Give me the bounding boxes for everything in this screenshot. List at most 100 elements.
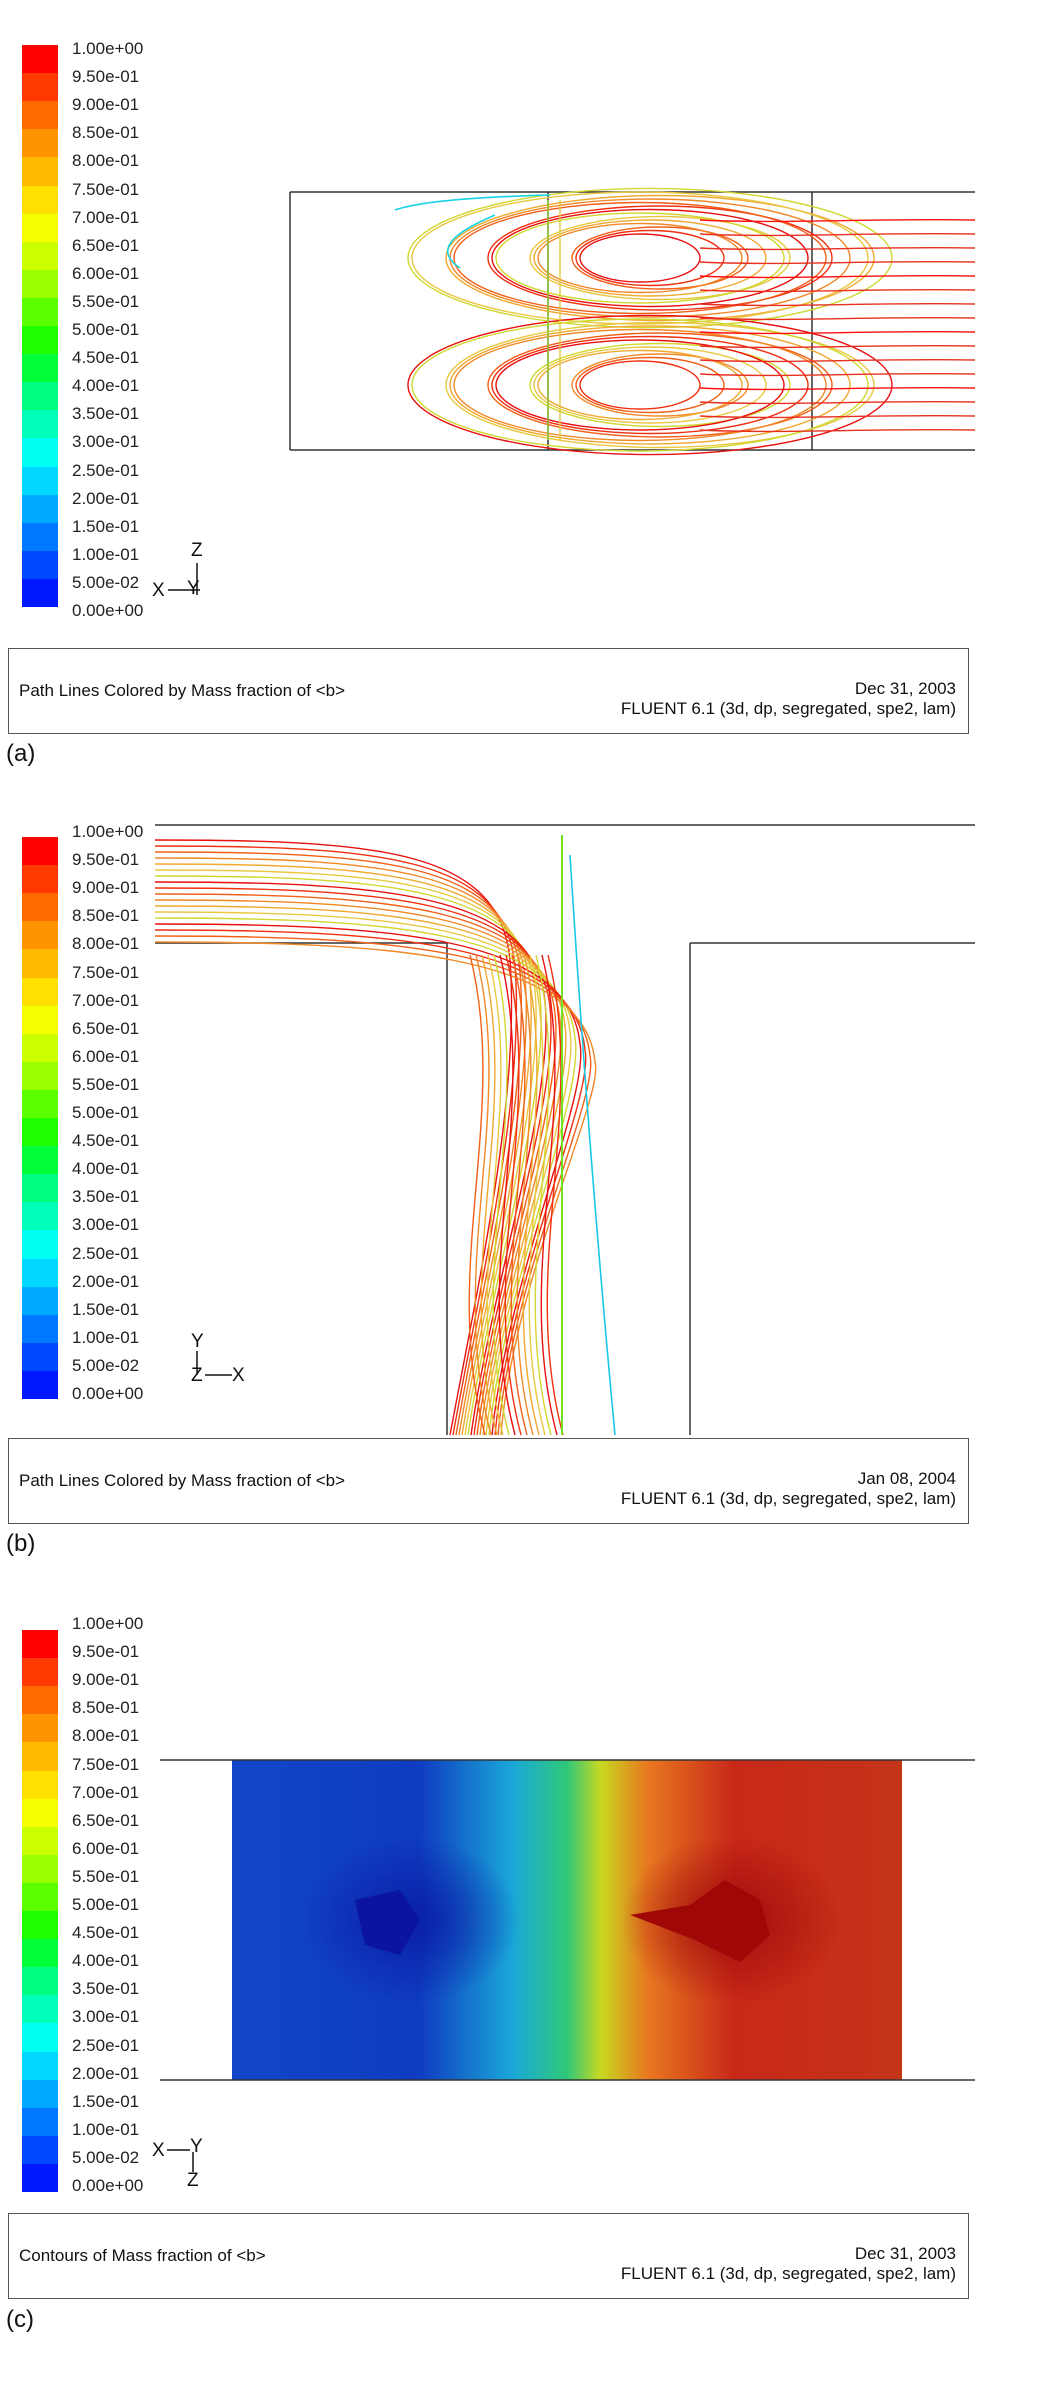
- pathline: [445, 321, 875, 449]
- pathline: [486, 954, 504, 1436]
- axis-z-label: Z: [191, 540, 203, 561]
- colorbar-segment: [22, 213, 58, 243]
- caption-version: FLUENT 6.1 (3d, dp, segregated, spe2, la…: [620, 1489, 956, 1508]
- axis-x-label: X: [232, 1365, 245, 1386]
- pathline: [546, 954, 564, 1436]
- colorbar-segment: [22, 1967, 58, 1996]
- colorbar-segment: [22, 1342, 58, 1372]
- pathline: [453, 328, 827, 442]
- panel-label: (c): [6, 2306, 34, 2333]
- colorbar-segment: [22, 241, 58, 271]
- caption-box: Path Lines Colored by Mass fraction of <…: [8, 1438, 969, 1524]
- colorbar-segment: [22, 1770, 58, 1800]
- pathline: [492, 954, 510, 1436]
- pathline: [504, 954, 522, 1436]
- pathline: [699, 372, 976, 377]
- pathline: [487, 332, 833, 438]
- colorbar-segment: [22, 382, 58, 411]
- pathline: [533, 346, 767, 424]
- pathline: [154, 857, 528, 1436]
- pathline: [407, 187, 893, 329]
- colorbar-segment: [22, 1061, 58, 1091]
- colorbar-segment: [22, 522, 58, 552]
- colorbar-segment: [22, 1911, 58, 1940]
- colorbar-tick-label: 8.50e-01: [72, 1698, 140, 1718]
- colorbar-tick-label: 0.00e+00: [72, 601, 144, 620]
- pathline: [516, 954, 534, 1436]
- colorbar-segment: [22, 1854, 58, 1884]
- colorbar-tick-label: 9.50e-01: [72, 850, 140, 870]
- axis-y-label: Y: [190, 2136, 203, 2157]
- colorbar-tick-label: 1.00e+00: [72, 39, 144, 58]
- caption-text: Path Lines Colored by Mass fraction of <…: [19, 1471, 346, 1490]
- colorbar-segment: [22, 893, 58, 922]
- pathline: [699, 302, 976, 307]
- pathline: [480, 954, 498, 1436]
- pathline: [540, 954, 558, 1436]
- colorbar-tick-label: 9.00e-01: [72, 878, 140, 898]
- colorbar-tick-label: 5.00e-02: [72, 572, 140, 592]
- colorbar-tick-label: 5.00e-02: [72, 2147, 140, 2167]
- colorbar-segment: [22, 354, 58, 383]
- colorbar-segment: [22, 1714, 58, 1743]
- colorbar-segment: [22, 297, 58, 327]
- contour-plot: [160, 1759, 975, 2081]
- colorbar-tick-label: 6.00e-01: [72, 263, 140, 283]
- colorbar-segment: [22, 1882, 58, 1912]
- colorbar-tick-label: 4.00e-01: [72, 1951, 140, 1971]
- colorbar-tick-label: 3.00e-01: [72, 432, 140, 452]
- colorbar-tick-label: 3.00e-01: [72, 2007, 140, 2027]
- colorbar-tick-label: 4.50e-01: [72, 1923, 140, 1943]
- colorbar-segment: [22, 45, 58, 74]
- colorbar-tick-label: 2.00e-01: [72, 488, 140, 508]
- pathline: [154, 839, 513, 1436]
- colorbar-tick-label: 9.50e-01: [72, 67, 140, 87]
- colorbar-segment: [22, 1033, 58, 1063]
- colorbar-tick-label: 7.50e-01: [72, 179, 140, 199]
- colorbar-tick-label: 9.00e-01: [72, 1670, 140, 1690]
- colorbar-segment: [22, 2135, 58, 2165]
- colorbar-tick-label: 3.50e-01: [72, 1187, 140, 1207]
- pathline: [699, 260, 976, 265]
- pathline: [575, 229, 725, 287]
- colorbar-tick-label: 5.00e-02: [72, 1355, 140, 1375]
- colorbar-tick-label: 7.50e-01: [72, 1754, 140, 1774]
- pathline: [468, 954, 486, 1436]
- axis-triad: [168, 563, 200, 595]
- pathline: [528, 954, 546, 1436]
- pathline: [699, 414, 976, 419]
- pathline: [699, 316, 976, 321]
- colorbar-segment: [22, 1286, 58, 1316]
- colorbar-tick-label: 1.00e-01: [72, 2119, 140, 2139]
- colorbar-segment: [22, 438, 58, 467]
- colorbar-tick-label: 7.00e-01: [72, 990, 140, 1010]
- pathline: [154, 929, 587, 1436]
- colorbar-segment: [22, 837, 58, 866]
- pathline: [529, 342, 791, 428]
- colorbar-segment: [22, 1370, 58, 1400]
- pathline: [699, 344, 976, 349]
- colorbar-tick-label: 6.00e-01: [72, 1046, 140, 1066]
- pathline: [699, 358, 976, 363]
- caption-date: Jan 08, 2004: [857, 1469, 956, 1488]
- pathline: [529, 215, 791, 301]
- colorbar-tick-label: 1.00e+00: [72, 1614, 144, 1633]
- colorbar-segment: [22, 550, 58, 580]
- colorbar-tick-label: 2.50e-01: [72, 2035, 140, 2055]
- colorbar-segment: [22, 1798, 58, 1828]
- pathline: [522, 954, 540, 1436]
- pathline: [537, 349, 743, 421]
- pathline: [699, 218, 976, 223]
- colorbar-segment: [22, 2107, 58, 2137]
- colorbar-tick-label: 0.00e+00: [72, 1384, 144, 1403]
- colorbar-segment: [22, 1995, 58, 2024]
- colorbar-tick-label: 9.50e-01: [72, 1642, 140, 1662]
- pathline: [699, 400, 976, 405]
- pathline: [154, 935, 592, 1436]
- colorbar-tick-label: 8.00e-01: [72, 934, 140, 954]
- axis-z-label: Z: [187, 2170, 199, 2191]
- colorbar-tick-label: 1.50e-01: [72, 516, 140, 536]
- colorbar-tick-label: 1.00e-01: [72, 544, 140, 564]
- axis-x-label: X: [152, 580, 165, 601]
- colorbar-segment: [22, 157, 58, 186]
